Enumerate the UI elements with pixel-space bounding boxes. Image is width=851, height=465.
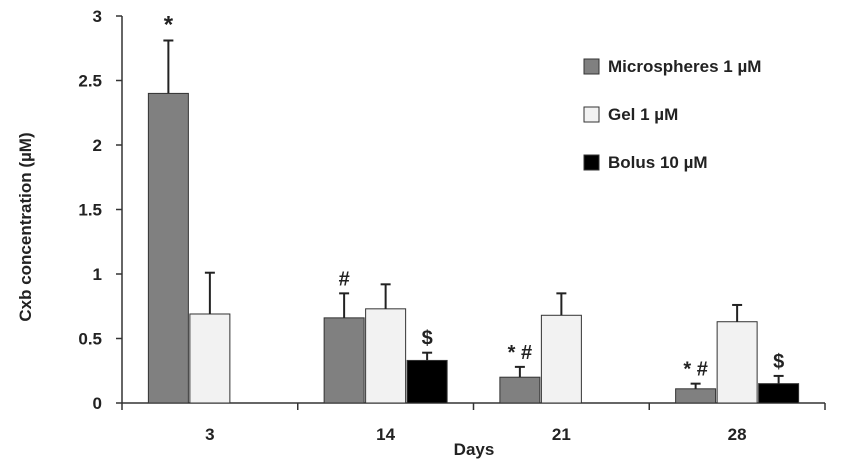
significance-marker: * # [683,359,707,381]
y-tick-label: 2 [93,136,102,155]
x-tick-label: 28 [728,425,747,444]
legend-swatch [583,58,600,75]
bar [716,321,758,404]
y-tick-label: 0.5 [78,330,102,349]
y-tick-label: 3 [93,7,102,26]
bar-series [147,39,800,404]
x-axis-title: Days [454,440,495,459]
y-axis-title: Cxb concentration (µM) [16,132,35,321]
y-tick-label: 1.5 [78,201,102,220]
legend-label: Bolus 10 µM [608,153,708,172]
x-tick-label: 21 [552,425,571,444]
legend-label: Gel 1 µM [608,105,678,124]
significance-marker: # [339,268,350,290]
bar [675,388,717,404]
bar [540,314,582,404]
y-tick-label: 2.5 [78,72,102,91]
bar [323,317,365,404]
significance-marker: $ [422,328,433,350]
x-axis: 3 14 21 28 [121,402,826,444]
legend-swatch [583,154,600,171]
bar [189,313,231,404]
legend-label: Microspheres 1 µM [608,57,761,76]
significance-marker: * [164,12,174,39]
legend: Microspheres 1 µM Gel 1 µM Bolus 10 µM [583,57,761,172]
x-tick-label: 14 [376,425,395,444]
y-tick-label: 1 [93,265,102,284]
y-axis: 0 0.5 1 1.5 2 2.5 3 [78,7,123,413]
bar [406,359,448,404]
significance-marker: * # [508,342,532,364]
y-tick-label: 0 [93,394,102,413]
bar [365,308,407,404]
significance-marker: $ [773,351,784,373]
bar [499,376,541,404]
bar [758,383,800,404]
legend-swatch [583,106,600,123]
significance-annotations: * # $ * # * # $ [164,12,784,381]
bar [147,92,189,404]
x-tick-label: 3 [205,425,214,444]
